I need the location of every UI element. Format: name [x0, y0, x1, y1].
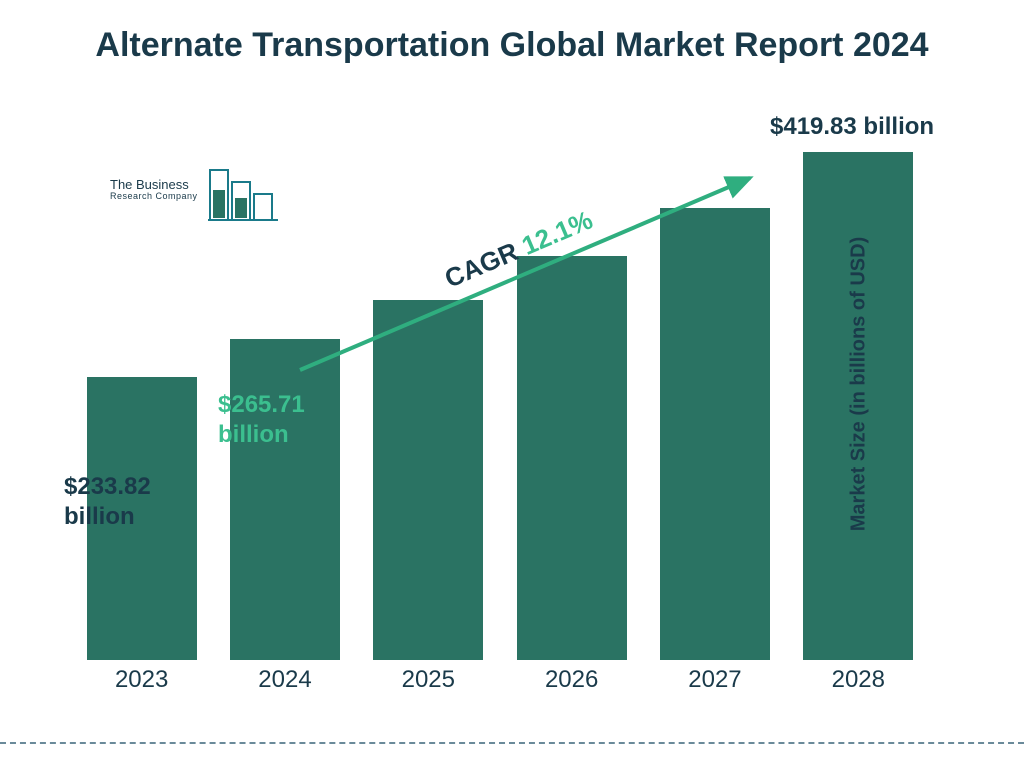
- bar-2026: [517, 256, 627, 660]
- xlabel-2024: 2024: [215, 666, 355, 706]
- bars-container: [70, 140, 930, 660]
- footer-dashed-line: [0, 742, 1024, 744]
- value-label-2028: $419.83 billion: [770, 112, 970, 142]
- xlabel-2027: 2027: [645, 666, 785, 706]
- bar-2025: [373, 300, 483, 660]
- x-axis-labels: 2023 2024 2025 2026 2027 2028: [70, 666, 930, 706]
- y-axis-label: Market Size (in billions of USD): [847, 237, 870, 531]
- chart-plot-area: 2023 2024 2025 2026 2027 2028 $233.82 bi…: [70, 140, 930, 700]
- chart-title: Alternate Transportation Global Market R…: [0, 0, 1024, 67]
- xlabel-2025: 2025: [358, 666, 498, 706]
- xlabel-2028: 2028: [788, 666, 928, 706]
- xlabel-2026: 2026: [502, 666, 642, 706]
- bar-2024: [230, 339, 340, 660]
- bar-2027: [660, 208, 770, 660]
- value-label-2024: $265.71 billion: [218, 390, 348, 450]
- xlabel-2023: 2023: [72, 666, 212, 706]
- value-label-2023: $233.82 billion: [64, 472, 194, 532]
